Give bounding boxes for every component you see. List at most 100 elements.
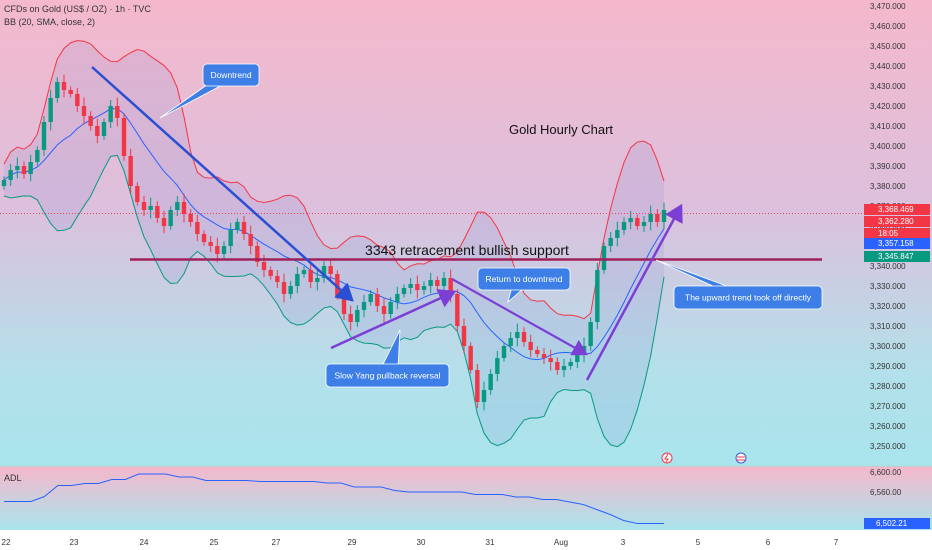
candle-body [168, 210, 173, 226]
candle-body [495, 358, 500, 374]
candle-body [648, 214, 653, 222]
candle-body [121, 118, 127, 156]
candle-body [55, 82, 60, 98]
y-tick-label: 3,280.000 [870, 382, 906, 391]
candle-body [628, 218, 633, 222]
candle-body [68, 90, 73, 94]
candle-body [601, 246, 607, 270]
y-tick-label: 3,260.000 [870, 422, 906, 431]
candle-body [421, 286, 427, 290]
candle-body [21, 166, 27, 174]
candle-body [201, 234, 207, 242]
adl-tag-bg [864, 518, 930, 529]
price-tag-bg [864, 204, 930, 215]
annotation-return-down: Return to downtrend [477, 267, 571, 304]
adl-tick-label: 6,600.00 [870, 468, 902, 477]
candle-body [535, 350, 540, 354]
adl-tick-label: 6,560.00 [870, 488, 902, 497]
candle-body [461, 326, 467, 346]
candle-body [621, 222, 627, 230]
candle-body [555, 362, 560, 370]
candle-body [228, 230, 233, 246]
candle-body [608, 238, 613, 246]
candle-body [528, 342, 533, 350]
upward-line [585, 203, 683, 381]
adl-tag-text: 6,502.21 [876, 519, 908, 528]
candle-body [428, 280, 433, 286]
candle-body [248, 234, 253, 246]
x-tick-label: 7 [834, 538, 839, 547]
bb-upper [3, 40, 665, 320]
candle-body [641, 222, 647, 226]
y-tick-label: 3,390.000 [870, 162, 906, 171]
y-tick-label: 3,310.000 [870, 322, 906, 331]
candle-body [128, 156, 133, 186]
x-tick-label: 3 [621, 538, 626, 547]
annotation-upward: The upward trend took off directly [655, 259, 823, 310]
candle-body [435, 280, 440, 286]
annotation-box [325, 363, 450, 388]
candle-body [195, 222, 200, 234]
price-tag-text: 3,362.280 [878, 217, 914, 226]
price-tag-text: 3,368.469 [878, 205, 914, 214]
bb-basis [3, 108, 665, 361]
candle-body [561, 366, 567, 370]
candle-body [308, 270, 313, 282]
candle-body [615, 230, 620, 238]
x-tick-label: 27 [272, 538, 281, 547]
annotation-text: Return to downtrend [485, 274, 562, 284]
lightning-icon [661, 452, 673, 464]
x-tick-label: 23 [70, 538, 79, 547]
indicator-label[interactable]: BB (20, SMA, close, 2) [4, 17, 96, 27]
candle-body [488, 374, 493, 390]
x-tick-label: 30 [417, 538, 426, 547]
candle-body [141, 202, 147, 210]
candle-body [48, 98, 53, 122]
x-tick-label: 22 [2, 538, 11, 547]
candle-body [588, 322, 593, 346]
candle-body [215, 246, 220, 254]
lightning-glyph [664, 453, 669, 463]
candle-body [455, 294, 460, 326]
y-tick-label: 3,410.000 [870, 122, 906, 131]
y-tick-label: 3,400.000 [870, 142, 906, 151]
candle-body [288, 286, 293, 294]
x-tick-label: 24 [140, 538, 149, 547]
adl-label[interactable]: ADL [4, 473, 22, 483]
candle-body [95, 126, 100, 136]
candle-body [341, 296, 347, 314]
candle-body [208, 242, 213, 246]
candle-body [348, 314, 353, 322]
bb-fill [4, 40, 664, 447]
candle-body [41, 122, 47, 150]
candle-body [148, 206, 153, 210]
y-tick-label: 3,430.000 [870, 82, 906, 91]
x-tick-label: 5 [696, 538, 701, 547]
candle-body [181, 202, 187, 214]
candle-body [381, 306, 387, 314]
return-down-line [451, 278, 588, 356]
y-tick-label: 3,420.000 [870, 102, 906, 111]
candle-body [575, 354, 580, 362]
candle-body [255, 246, 260, 262]
candle-body [61, 82, 67, 90]
candle-body [508, 338, 513, 346]
y-tick-label: 3,290.000 [870, 362, 906, 371]
candle-body [175, 202, 180, 210]
x-tick-label: Aug [554, 538, 568, 547]
annotation-text: The upward trend took off directly [685, 293, 812, 303]
y-tick-label: 3,300.000 [870, 342, 906, 351]
y-tick-label: 3,460.000 [870, 22, 906, 31]
y-tick-label: 3,330.000 [870, 282, 906, 291]
x-tick-label: 25 [210, 538, 219, 547]
price-tag-bg [864, 216, 930, 227]
price-tag-text: 3,345.847 [878, 252, 914, 261]
candle-body [28, 162, 33, 174]
candle-body [501, 346, 507, 358]
annotation-slow-yang: Slow Yang pullback reversal [325, 329, 450, 388]
candle-body [328, 266, 333, 274]
candle-body [315, 278, 320, 282]
candle-body [515, 332, 520, 338]
downtrend-line [91, 66, 354, 302]
